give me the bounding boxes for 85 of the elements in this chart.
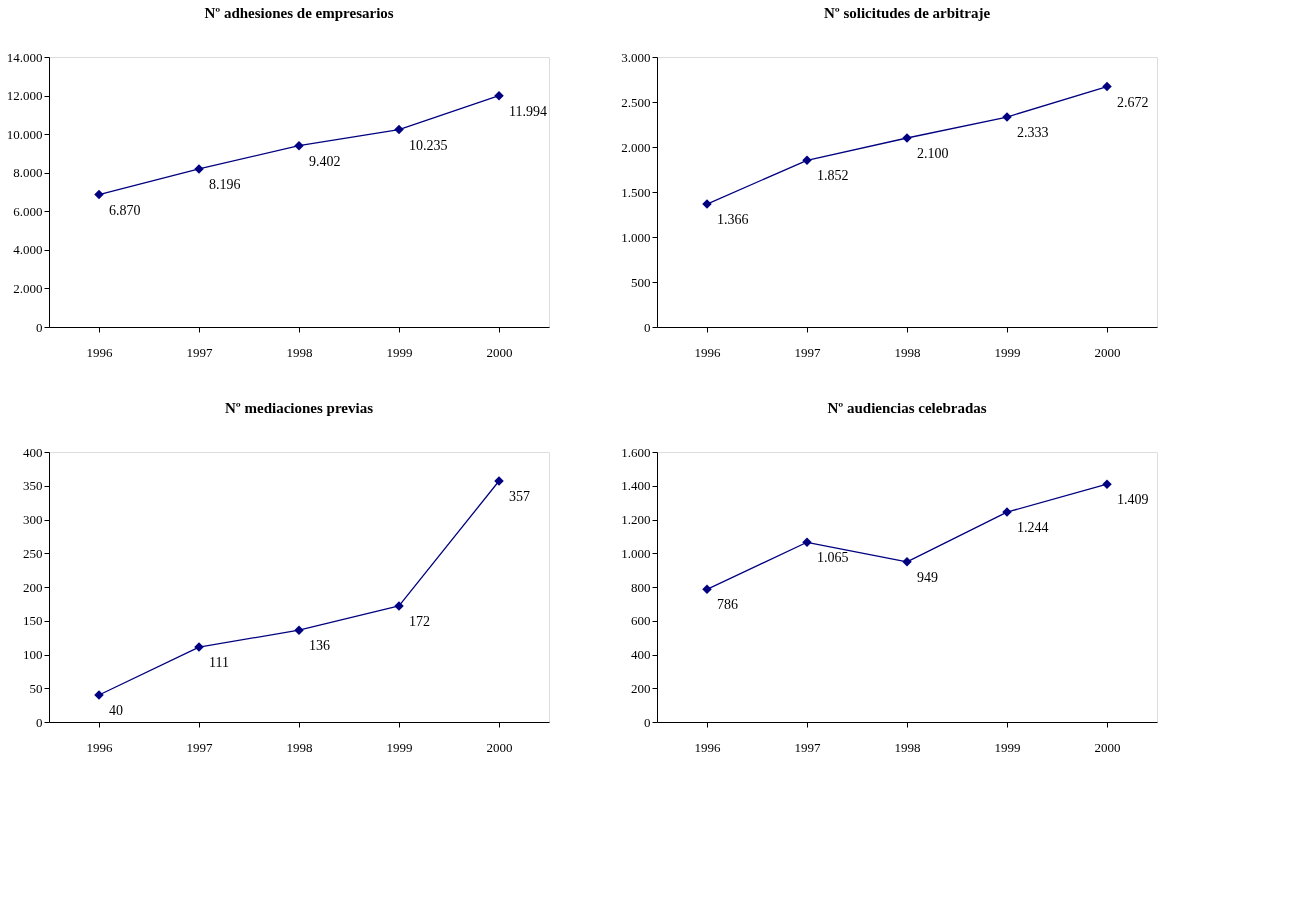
point [494,90,504,101]
y-tick-label: 400 [631,647,651,662]
text: 949 [917,569,938,585]
y-tick-label: 1.400 [621,478,651,494]
text: 786 [717,597,738,613]
text: 1.366 [717,212,749,228]
y-tick-label: 500 [631,274,651,290]
y-tick-label: 1.200 [621,512,651,527]
y-tick-label: 200 [631,680,651,696]
text: 172 [409,613,430,629]
y-tick-label: 300 [23,512,43,527]
y-tick-label: 14.000 [6,49,43,65]
y-tick-label: 250 [23,545,43,561]
y-tick-label: 0 [36,319,43,335]
y-tick-label: 800 [631,579,651,595]
y-tick-label: 1.000 [621,229,651,245]
x-tick-label: 1998 [286,344,313,360]
x-tick-label: 1996 [86,739,113,755]
x-tick-label: 1998 [286,739,313,755]
y-tick-label: 12.000 [6,88,43,104]
chart-title: Nº mediaciones previas [224,400,374,416]
y-tick-label: 150 [23,613,43,629]
text: 9.402 [309,153,341,169]
x-tick-label: 1997 [186,739,213,755]
x-tick-label: 1996 [86,344,113,360]
x-tick-label: 1996 [694,344,721,360]
x-tick-label: 1998 [894,739,921,755]
chart-title: Nº adhesiones de empresarios [204,5,394,21]
point [1102,81,1112,92]
text: 1.065 [817,550,849,566]
text: 10.235 [409,137,448,153]
x-tick-label: 1997 [186,344,213,360]
x-tick-label: 1997 [794,344,821,360]
text: 136 [309,638,330,654]
text: 1.852 [817,168,849,184]
point [94,189,104,200]
y-tick-label: 6.000 [13,203,43,219]
y-tick-label: 2.000 [621,139,651,155]
y-tick-label: 0 [36,714,43,730]
y-tick-label: 4.000 [13,242,43,258]
point [802,155,812,166]
y-tick-label: 50 [29,680,43,696]
text: 8.196 [209,176,241,192]
x-tick-label: 1997 [794,739,821,755]
x-tick-label: 1999 [386,739,413,755]
x-tick-label: 1996 [694,739,721,755]
point [802,537,812,548]
y-tick-label: 200 [23,579,43,595]
x-tick-label: 2000 [1094,344,1121,360]
y-tick-label: 1.600 [621,444,651,460]
y-tick-label: 3.000 [621,49,651,65]
point [394,124,404,135]
y-tick-label: 100 [23,647,43,662]
x-tick-label: 2000 [486,344,513,360]
y-tick-label: 2.500 [621,94,651,110]
y-tick-label: 8.000 [13,165,43,181]
text: 40 [109,703,123,718]
y-tick-label: 350 [23,478,43,494]
point [702,584,712,595]
y-tick-label: 0 [644,714,651,730]
x-tick-label: 1999 [994,739,1021,755]
text: 11.994 [509,103,547,119]
x-tick-label: 2000 [486,739,513,755]
x-tick-label: 1999 [386,344,413,360]
text: 2.333 [1017,125,1049,141]
point [294,140,304,151]
text: 357 [509,489,530,505]
x-tick-label: 1998 [894,344,921,360]
y-tick-label: 1.000 [621,545,651,561]
y-tick-label: 400 [23,444,43,460]
text: 1.409 [1117,492,1149,508]
text: 1.244 [1017,520,1049,536]
x-tick-label: 1999 [994,344,1021,360]
y-tick-label: 0 [644,319,651,335]
text: 6.870 [109,202,141,218]
y-tick-label: 1.500 [621,184,651,200]
y-tick-label: 600 [631,613,651,629]
chart-title: Nº solicitudes de arbitraje [823,5,991,21]
text: 2.100 [917,146,949,161]
chart-title: Nº audiencias celebradas [827,400,987,416]
x-tick-label: 2000 [1094,739,1121,755]
text: 2.672 [1117,94,1149,110]
y-tick-label: 10.000 [6,126,43,142]
text: 111 [209,655,229,671]
y-tick-label: 2.000 [13,280,43,296]
